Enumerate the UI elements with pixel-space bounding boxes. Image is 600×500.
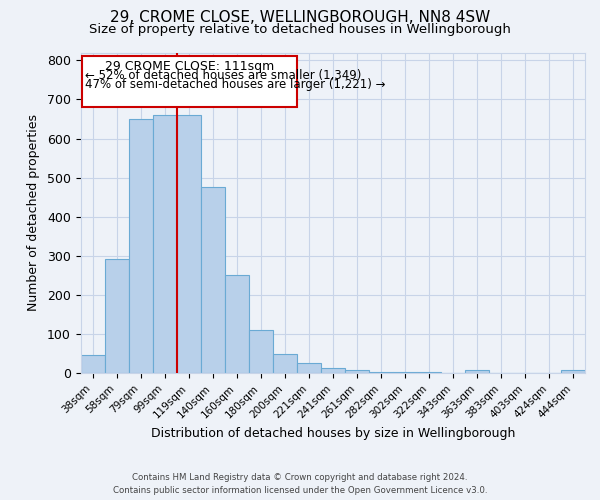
Bar [441,372,465,374]
Bar [369,372,393,374]
Text: Size of property relative to detached houses in Wellingborough: Size of property relative to detached ho… [89,22,511,36]
Text: Contains HM Land Registry data © Crown copyright and database right 2024.
Contai: Contains HM Land Registry data © Crown c… [113,473,487,495]
Text: ← 52% of detached houses are smaller (1,349): ← 52% of detached houses are smaller (1,… [85,69,362,82]
Bar [297,362,321,374]
Bar [249,330,273,374]
Bar [80,355,104,374]
Y-axis label: Number of detached properties: Number of detached properties [27,114,40,312]
Text: 29 CROME CLOSE: 111sqm: 29 CROME CLOSE: 111sqm [105,60,274,74]
Bar [273,354,297,374]
Bar [177,115,201,374]
Bar [321,368,345,374]
Bar [417,372,441,374]
Text: 47% of semi-detached houses are larger (1,221) →: 47% of semi-detached houses are larger (… [85,78,386,90]
Bar [128,118,153,374]
Bar [153,115,177,374]
Bar [465,370,489,374]
FancyBboxPatch shape [82,56,297,108]
Bar [345,370,369,374]
Bar [104,259,128,374]
X-axis label: Distribution of detached houses by size in Wellingborough: Distribution of detached houses by size … [151,427,515,440]
Bar [561,370,585,374]
Text: 29, CROME CLOSE, WELLINGBOROUGH, NN8 4SW: 29, CROME CLOSE, WELLINGBOROUGH, NN8 4SW [110,10,490,25]
Bar [489,372,513,374]
Bar [225,275,249,374]
Bar [393,372,417,374]
Bar [201,187,225,374]
